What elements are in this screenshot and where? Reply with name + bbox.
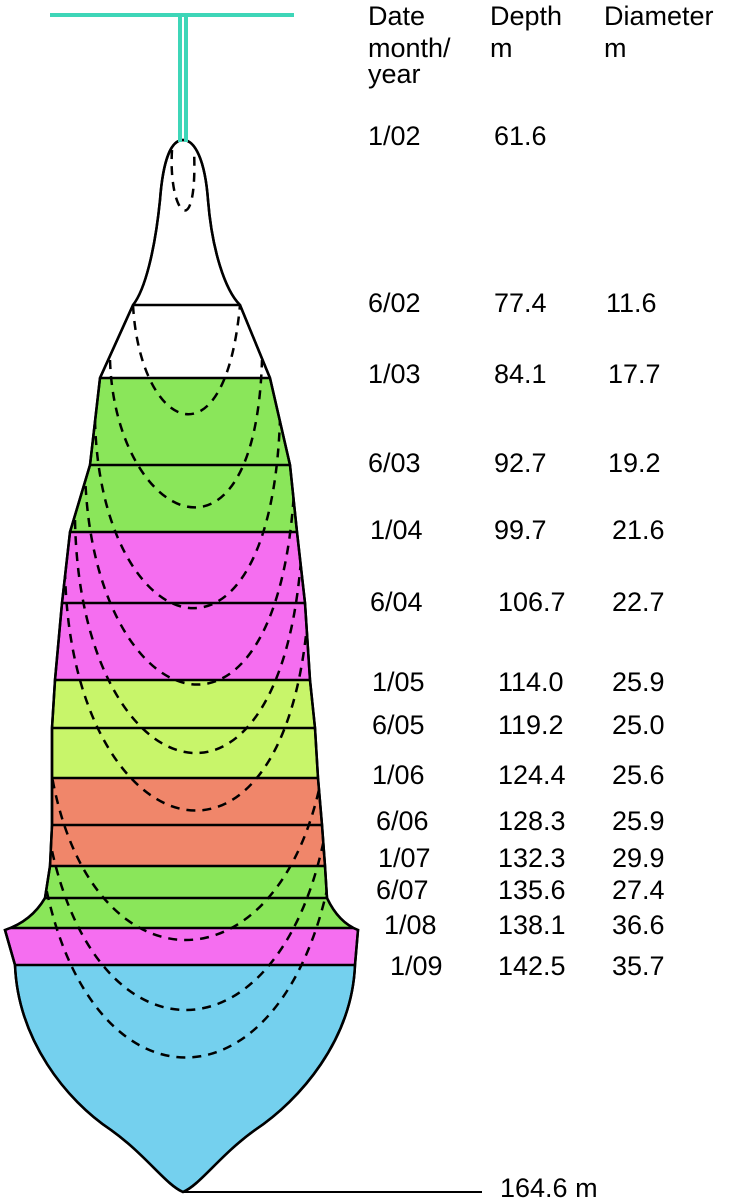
depth-cell: 142.5 [498, 951, 566, 981]
header-cell: m [490, 33, 513, 63]
depth-cell: 138.1 [498, 910, 566, 940]
header-cell: month/ [368, 33, 451, 63]
diameter-cell: 21.6 [612, 515, 665, 545]
bottom-label: 164.6 m [500, 1173, 598, 1203]
diameter-cell: 25.9 [612, 806, 665, 836]
growth-curves [33, 149, 342, 1059]
date-cell: 6/04 [370, 587, 423, 617]
date-cell: 6/06 [376, 806, 429, 836]
diameter-cell: 36.6 [612, 910, 665, 940]
date-cell: 1/07 [378, 843, 431, 873]
diameter-cell: 35.7 [612, 951, 665, 981]
depth-cell: 77.4 [494, 288, 547, 318]
depth-cell: 92.7 [494, 448, 547, 478]
diameter-cell: 25.0 [612, 710, 665, 740]
depth-cell: 128.3 [498, 806, 566, 836]
date-cell: 6/05 [372, 710, 425, 740]
diameter-cell: 22.7 [612, 587, 665, 617]
depth-cell: 135.6 [498, 875, 566, 905]
depth-cell: 132.3 [498, 843, 566, 873]
date-cell: 6/02 [368, 288, 421, 318]
diameter-cell: 25.6 [612, 760, 665, 790]
date-cell: 1/03 [368, 359, 421, 389]
depth-cell: 119.2 [498, 710, 564, 740]
depth-cell: 99.7 [494, 515, 547, 545]
date-cell: 1/06 [372, 760, 425, 790]
date-cell: 1/09 [390, 951, 443, 981]
diameter-cell: 19.2 [608, 448, 661, 478]
date-cell: 1/08 [384, 910, 437, 940]
header-cell: year [368, 59, 421, 89]
header-cell: m [604, 33, 627, 63]
header-cell: Date [368, 1, 425, 31]
diameter-cell: 29.9 [612, 843, 665, 873]
depth-cell: 114.0 [498, 667, 564, 697]
diameter-cell: 17.7 [608, 359, 661, 389]
diameter-cell: 27.4 [612, 875, 665, 905]
depth-cell: 84.1 [494, 359, 547, 389]
depth-cell: 124.4 [498, 760, 566, 790]
header-cell: Diameter [604, 1, 714, 31]
date-cell: 6/07 [376, 875, 429, 905]
header-cell: Depth [490, 1, 562, 31]
date-cell: 1/02 [368, 121, 421, 151]
date-cell: 6/03 [368, 448, 421, 478]
diameter-cell: 11.6 [606, 288, 657, 318]
depth-cell: 61.6 [494, 121, 547, 151]
diameter-cell: 25.9 [612, 667, 665, 697]
depth-cell: 106.7 [498, 587, 566, 617]
shaft [50, 13, 294, 142]
date-cell: 1/04 [370, 515, 423, 545]
date-cell: 1/05 [372, 667, 425, 697]
